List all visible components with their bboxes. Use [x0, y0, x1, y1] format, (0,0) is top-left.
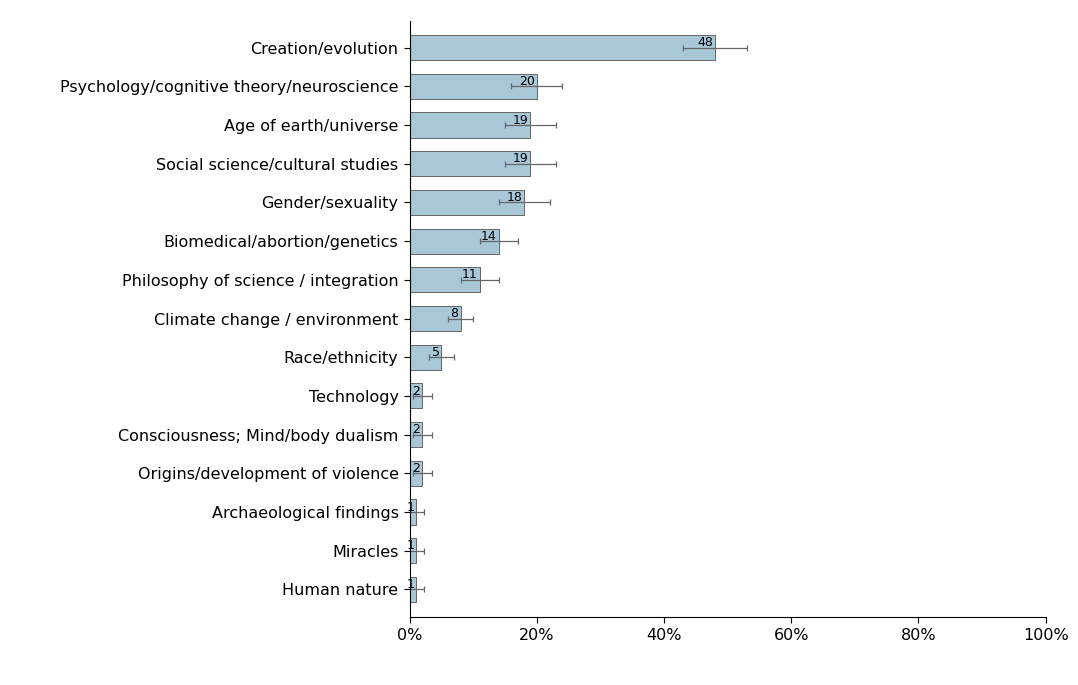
Text: 1: 1 — [406, 578, 414, 591]
Bar — [410, 499, 416, 525]
Bar — [410, 190, 524, 215]
Bar — [410, 267, 480, 292]
Bar — [410, 345, 442, 370]
Text: 20: 20 — [520, 75, 535, 88]
Text: 8: 8 — [451, 307, 458, 320]
Text: 1: 1 — [406, 501, 414, 514]
Bar — [410, 306, 460, 331]
Text: 19: 19 — [513, 152, 528, 165]
Text: 5: 5 — [431, 346, 440, 359]
Bar — [410, 151, 530, 176]
Text: 2: 2 — [413, 423, 420, 436]
Text: 48: 48 — [697, 36, 713, 49]
Text: 2: 2 — [413, 384, 420, 397]
Bar — [410, 422, 423, 447]
Bar — [410, 577, 416, 602]
Text: 18: 18 — [507, 191, 522, 204]
Bar — [410, 461, 423, 486]
Bar — [410, 35, 715, 60]
Bar — [410, 384, 423, 408]
Bar — [410, 229, 499, 253]
Text: 2: 2 — [413, 462, 420, 475]
Text: 11: 11 — [462, 269, 478, 282]
Bar — [410, 112, 530, 138]
Bar — [410, 538, 416, 563]
Bar — [410, 74, 537, 99]
Text: 19: 19 — [513, 114, 528, 127]
Text: 14: 14 — [481, 229, 497, 242]
Text: 1: 1 — [406, 539, 414, 552]
